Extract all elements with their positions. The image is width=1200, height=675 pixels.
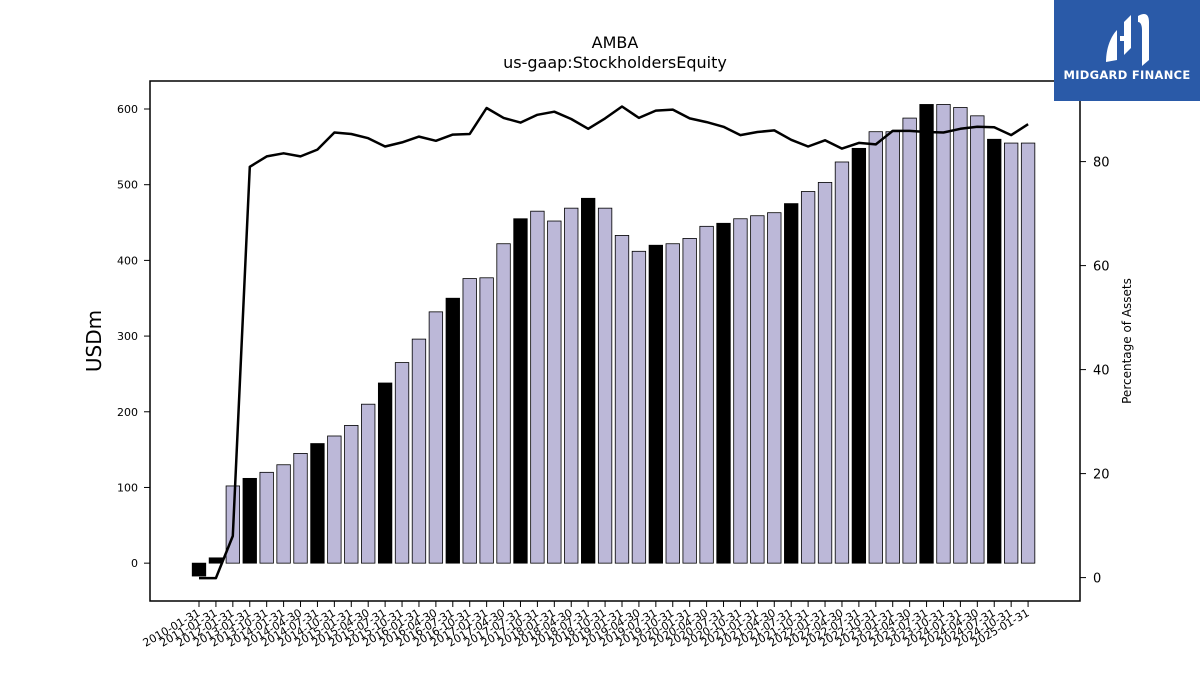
bar — [344, 424, 359, 564]
bar — [293, 453, 308, 564]
bar — [665, 243, 680, 564]
line-group — [199, 105, 1029, 580]
bar — [496, 243, 511, 564]
brand-name: MIDGARD FINANCE — [1063, 68, 1191, 82]
bar — [259, 471, 274, 564]
y-tick-label: 400 — [117, 254, 138, 267]
y-tick-label: 100 — [117, 481, 138, 494]
bar — [581, 197, 596, 564]
y-tick-label: 300 — [117, 330, 138, 343]
bar — [597, 207, 613, 564]
bar — [479, 277, 494, 564]
bar — [784, 203, 799, 564]
bar — [851, 147, 867, 564]
bar — [445, 297, 460, 564]
bar — [208, 557, 224, 564]
bar — [885, 131, 900, 564]
bar — [919, 104, 934, 564]
bar — [716, 222, 731, 564]
chart-subtitle: us-gaap:StockholdersEquity — [503, 53, 727, 72]
chart-title: AMBA — [592, 33, 639, 52]
y2-axis-label: Percentage of Assets — [1120, 278, 1134, 404]
y2-tick-label: 20 — [1093, 468, 1110, 483]
bar — [733, 218, 748, 564]
bar — [699, 225, 714, 564]
bar — [428, 311, 444, 564]
bar — [834, 161, 850, 564]
y-tick-label: 200 — [117, 406, 138, 419]
bar — [682, 238, 697, 564]
y2-tick-label: 40 — [1093, 364, 1110, 379]
bar — [648, 244, 663, 564]
bar — [614, 235, 630, 564]
y-axis-label: USDm — [82, 310, 106, 372]
bars-group — [191, 104, 1036, 577]
bar — [1020, 142, 1036, 564]
brand-mark-icon — [1106, 14, 1149, 66]
bar — [327, 435, 342, 564]
bar — [767, 212, 782, 564]
bar — [902, 117, 917, 564]
y-tick-label: 0 — [131, 557, 138, 570]
bar — [953, 107, 968, 564]
bar — [1004, 142, 1019, 564]
bar — [868, 131, 883, 564]
bar — [631, 250, 647, 564]
bar — [276, 464, 291, 564]
y-tick-label: 500 — [117, 179, 138, 192]
bar — [242, 477, 257, 564]
y2-axis: 0 20 40 60 80 — [1080, 156, 1110, 587]
bar — [411, 338, 427, 564]
bar — [394, 362, 410, 564]
brand-logo: MIDGARD FINANCE — [1054, 0, 1200, 101]
bar — [817, 182, 833, 564]
bar — [513, 218, 528, 564]
bar — [191, 562, 207, 577]
bar — [800, 191, 816, 564]
bar — [936, 104, 951, 564]
bar — [970, 115, 985, 564]
y2-tick-label: 0 — [1093, 572, 1101, 587]
y2-tick-label: 60 — [1093, 260, 1110, 275]
bar — [530, 210, 545, 564]
bar — [361, 403, 376, 564]
plot-frame — [149, 80, 1081, 602]
bar — [547, 220, 562, 564]
x-axis: 2010-01-312011-01-312012-01-312013-01-31… — [141, 601, 1032, 650]
bar — [462, 278, 477, 564]
bar — [750, 215, 765, 564]
bar — [564, 207, 579, 564]
bar — [310, 443, 325, 564]
y2-tick-label: 80 — [1093, 156, 1110, 171]
series-line — [199, 105, 1029, 580]
bar — [987, 138, 1002, 564]
bar — [377, 382, 393, 564]
y-axis: 0 100 200 300 400 500 600 — [117, 103, 150, 570]
y-tick-label: 600 — [117, 103, 138, 116]
